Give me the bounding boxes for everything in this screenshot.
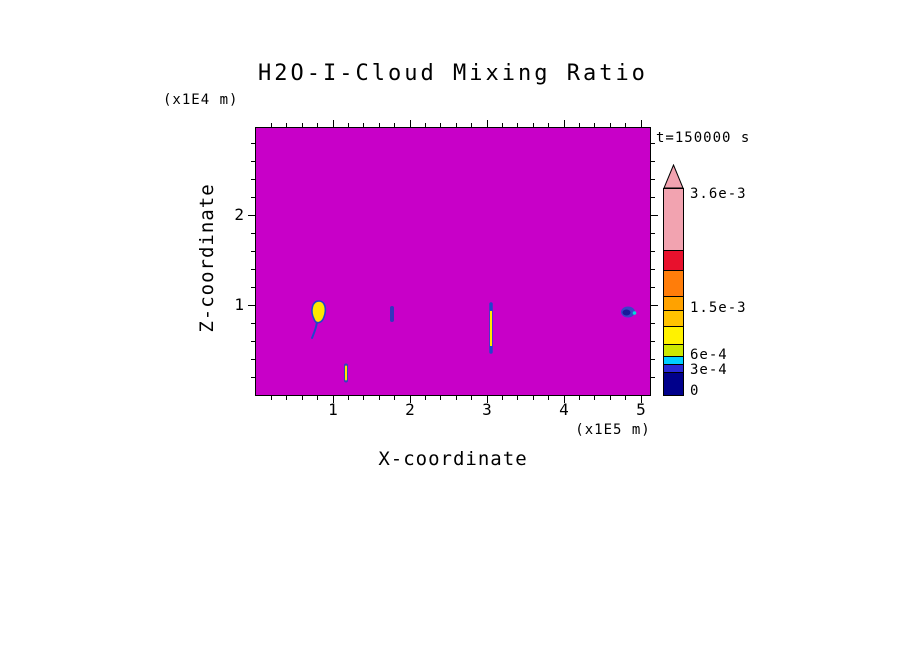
axis-tick [578,396,580,400]
axis-tick [594,396,596,400]
axis-tick [651,304,658,306]
cloud-features-layer [311,300,637,383]
colorbar-labels: 3.6e-3 1.5e-3 6e-4 3e-4 0 [690,186,780,403]
colorbar-segment-1 [664,251,683,271]
axis-tick [651,376,655,378]
colorbar-tick-label: 6e-4 [690,347,728,363]
x-axis-title: X-coordinate [378,448,528,470]
colorbar-segment-5 [664,327,683,345]
axis-tick [332,120,334,127]
x-tick-label: 3 [482,400,492,419]
axis-tick [651,232,655,234]
axis-tick [651,178,655,180]
colorbar-segment-9 [664,373,683,395]
colorbar [663,188,684,396]
axis-tick [609,396,611,400]
colorbar-segment-4 [664,311,683,327]
y-axis-unit-label: (x1E4 m) [163,92,239,108]
x-tick-label: 2 [405,400,415,419]
colorbar-segment-6 [664,345,683,357]
colorbar-segment-8 [664,365,683,373]
axis-tick [248,304,255,306]
x-axis-unit-label: (x1E5 m) [575,422,651,438]
axis-tick [301,396,303,400]
axis-tick [563,120,565,127]
axis-tick [651,250,655,252]
axis-tick [455,396,457,400]
colorbar-segment-7 [664,357,683,365]
axis-tick [347,396,349,400]
y-tick-label: 1 [234,295,244,314]
colorbar-arrow-icon [663,164,684,189]
x-tick-label: 4 [559,400,569,419]
axis-tick [640,120,642,127]
axis-tick [248,214,255,216]
axis-tick [532,396,534,400]
x-tick-label: 5 [636,400,646,419]
axis-tick [286,396,288,400]
chart-title: H2O-I-Cloud Mixing Ratio [258,61,648,86]
axis-tick [363,396,365,400]
plot-area [255,127,651,396]
colorbar-tick-label: 3.6e-3 [690,186,747,202]
axis-tick [651,142,655,144]
axis-tick [651,322,655,324]
axis-tick [517,396,519,400]
axis-tick [486,120,488,127]
cloud-feature-blob-east [621,306,637,318]
colorbar-tick-label: 0 [690,383,700,399]
axis-tick [651,214,658,216]
colorbar-segment-2 [664,271,683,297]
axis-tick [270,396,272,400]
axis-tick [501,396,503,400]
x-tick-label: 1 [328,400,338,419]
time-annotation: t=150000 s [656,130,751,146]
y-axis-title: Z-coordinate [196,183,218,333]
axis-tick [424,396,426,400]
axis-tick [440,396,442,400]
y-tick-label: 2 [234,205,244,224]
axis-tick [651,340,655,342]
colorbar-tick-label: 1.5e-3 [690,300,747,316]
colorbar-tick-label: 3e-4 [690,362,728,378]
axis-tick [651,268,655,270]
axis-tick [378,396,380,400]
axis-tick [409,120,411,127]
axis-tick [651,196,655,198]
colorbar-segment-0 [664,189,683,251]
colorbar-segment-3 [664,297,683,311]
cloud-feature-blob-west [311,300,327,339]
axis-tick [651,358,655,360]
axis-tick [651,286,655,288]
axis-tick [651,160,655,162]
